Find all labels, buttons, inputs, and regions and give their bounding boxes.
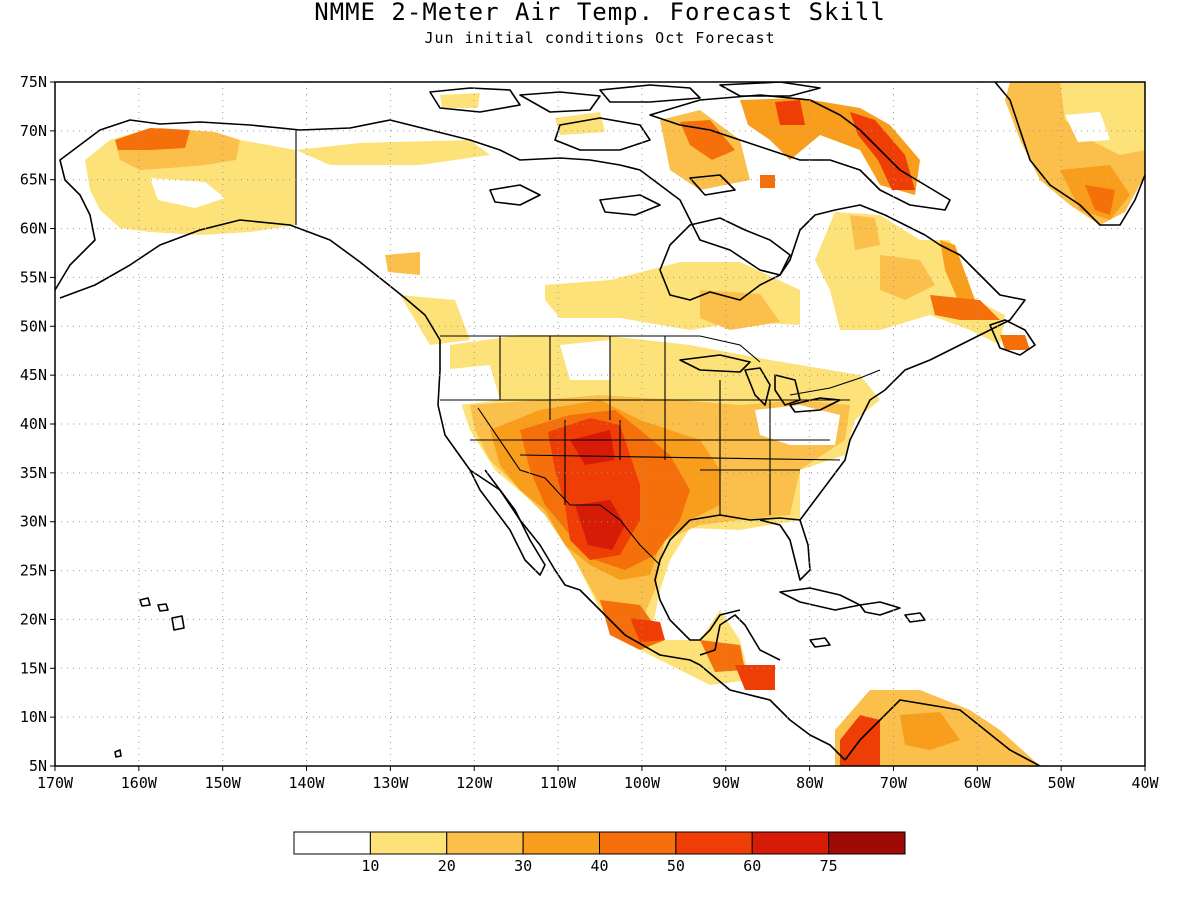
colorbar-label: 60: [743, 857, 761, 875]
lat-tick-label: 35N: [20, 464, 47, 482]
colorbar-label: 20: [438, 857, 456, 875]
colorbar-swatch: [828, 831, 906, 855]
lat-tick-label: 20N: [20, 610, 47, 628]
latitude-axis: 75N 70N 65N 60N 55N 50N 45N 40N 35N 30N 25N 20N 15N 1…: [20, 73, 55, 775]
lat-tick-label: 65N: [20, 171, 47, 189]
lon-tick-label: 40W: [1131, 774, 1159, 792]
colorbar-swatch: [293, 831, 371, 855]
colorbar-label: 50: [667, 857, 685, 875]
map-title: NMME 2-Meter Air Temp. Forecast Skill: [314, 0, 886, 26]
lat-tick-label: 10N: [20, 708, 47, 726]
colorbar-label: 75: [820, 857, 838, 875]
coastlines: [55, 82, 1145, 766]
lon-tick-label: 90W: [712, 774, 740, 792]
lon-tick-label: 50W: [1048, 774, 1076, 792]
lon-tick-label: 110W: [540, 774, 577, 792]
lat-tick-label: 30N: [20, 513, 47, 531]
lon-tick-label: 70W: [880, 774, 908, 792]
lon-tick-label: 100W: [624, 774, 661, 792]
colorbar-label: 30: [514, 857, 532, 875]
lon-tick-label: 140W: [288, 774, 325, 792]
colorbar-swatch: [675, 831, 753, 855]
lat-tick-label: 40N: [20, 415, 47, 433]
lon-tick-label: 80W: [796, 774, 824, 792]
lat-tick-label: 5N: [29, 757, 47, 775]
lat-tick-label: 25N: [20, 562, 47, 580]
colorbar-label: 10: [361, 857, 379, 875]
lat-tick-label: 45N: [20, 366, 47, 384]
colorbar: 10 20 30 40 50 60 75: [293, 831, 906, 875]
lon-tick-label: 60W: [964, 774, 992, 792]
colorbar-swatch: [751, 831, 830, 855]
lat-tick-label: 70N: [20, 122, 47, 140]
colorbar-swatch: [522, 831, 600, 855]
colorbar-swatch: [446, 831, 524, 855]
lat-tick-label: 55N: [20, 268, 47, 286]
colorbar-label: 40: [590, 857, 608, 875]
colorbar-swatch: [599, 831, 677, 855]
lat-tick-label: 50N: [20, 317, 47, 335]
lat-tick-label: 75N: [20, 73, 47, 91]
lon-tick-label: 150W: [205, 774, 242, 792]
lat-lon-grid: [55, 82, 1145, 766]
political-boundaries: [295, 130, 881, 566]
colorbar-swatch: [369, 831, 448, 855]
lat-tick-label: 60N: [20, 220, 47, 238]
longitude-axis: 170W 160W 150W 140W 130W 120W 110W 100W 90W 80W 70…: [37, 766, 1160, 792]
lon-tick-label: 160W: [121, 774, 158, 792]
lon-tick-label: 130W: [372, 774, 409, 792]
lat-tick-label: 15N: [20, 659, 47, 677]
map-subtitle: Jun initial conditions Oct Forecast: [424, 29, 776, 47]
lon-tick-label: 120W: [456, 774, 493, 792]
lon-tick-label: 170W: [37, 774, 74, 792]
